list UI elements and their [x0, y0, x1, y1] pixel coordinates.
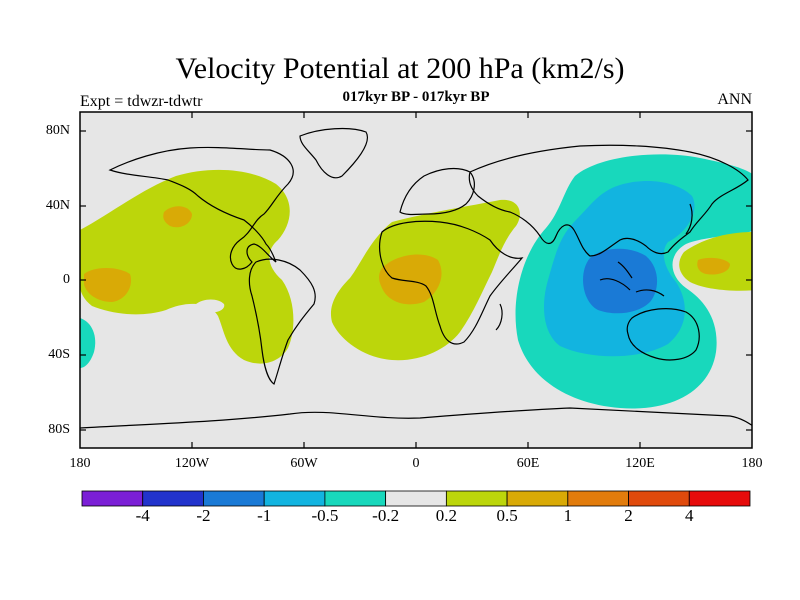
lon-label-60e: 60E	[516, 456, 540, 471]
lon-label-120e: 120E	[625, 456, 655, 471]
coast-japan	[685, 203, 693, 235]
coast-asia	[468, 144, 749, 257]
contour-region-pos05-pacific	[84, 268, 132, 302]
lon-label-120w: 120W	[174, 456, 210, 471]
colorbar-swatch	[445, 490, 508, 507]
colorbar-swatch	[506, 490, 569, 507]
colorbar-swatch	[203, 490, 265, 507]
coast-europe	[399, 167, 475, 216]
colorbar-label: -0.5	[311, 506, 339, 525]
contour-region-pos05-africa	[379, 254, 442, 305]
colorbar-swatch	[263, 490, 326, 507]
coast-greenland	[299, 127, 368, 179]
contour-fields	[80, 154, 752, 409]
colorbar-swatch	[324, 490, 387, 507]
coast-australia	[626, 308, 700, 361]
lon-label-180w: 180	[69, 456, 91, 471]
colorbar-label: 0.5	[496, 506, 518, 525]
lat-label-40n: 40N	[45, 198, 70, 213]
colorbar-swatch	[81, 490, 144, 507]
lon-label-180e: 180	[741, 456, 763, 471]
coastlines	[80, 127, 752, 429]
colorbar-swatch	[385, 490, 447, 507]
figure-subtitle: 017kyr BP - 017kyr BP	[342, 89, 490, 105]
colorbar-label: 0.2	[435, 506, 457, 525]
contour-region-pos05-npac	[163, 206, 192, 228]
contour-region-neg1	[583, 248, 658, 314]
experiment-label: Expt = tdwzr-tdwtr	[80, 93, 203, 110]
lat-label-80s: 80S	[48, 422, 70, 437]
colorbar-swatch	[567, 490, 629, 507]
figure-title: Velocity Potential at 200 hPa (km2/s)	[175, 52, 625, 85]
lat-label-40s: 40S	[48, 347, 70, 362]
contour-region-pos05-dateline	[697, 257, 730, 275]
colorbar-label: -4	[135, 506, 150, 525]
lon-label-0: 0	[412, 456, 420, 471]
colorbar-label: -2	[196, 506, 211, 525]
colorbar-label: 2	[624, 506, 633, 525]
colorbar-swatch	[688, 490, 751, 507]
coast-indonesia	[599, 261, 665, 297]
coast-antarctica	[80, 407, 752, 429]
lat-label-0: 0	[63, 272, 70, 287]
colorbar-label: 4	[685, 506, 694, 525]
map-ticks	[80, 112, 752, 448]
coast-north-america	[108, 146, 294, 270]
colorbar-label: -0.2	[372, 506, 400, 525]
lon-label-60w: 60W	[290, 456, 318, 471]
lat-label-80n: 80N	[45, 123, 70, 138]
coast-south-america	[248, 258, 316, 385]
colorbar	[81, 490, 751, 507]
colorbar-label: -1	[257, 506, 272, 525]
colorbar-swatch	[142, 490, 204, 507]
coast-madagascar	[495, 303, 503, 331]
colorbar-label: 1	[563, 506, 573, 525]
colorbar-swatch	[628, 490, 690, 507]
contour-hole-pacific	[195, 299, 225, 313]
season-label: ANN	[717, 91, 752, 108]
coast-africa	[379, 220, 524, 345]
